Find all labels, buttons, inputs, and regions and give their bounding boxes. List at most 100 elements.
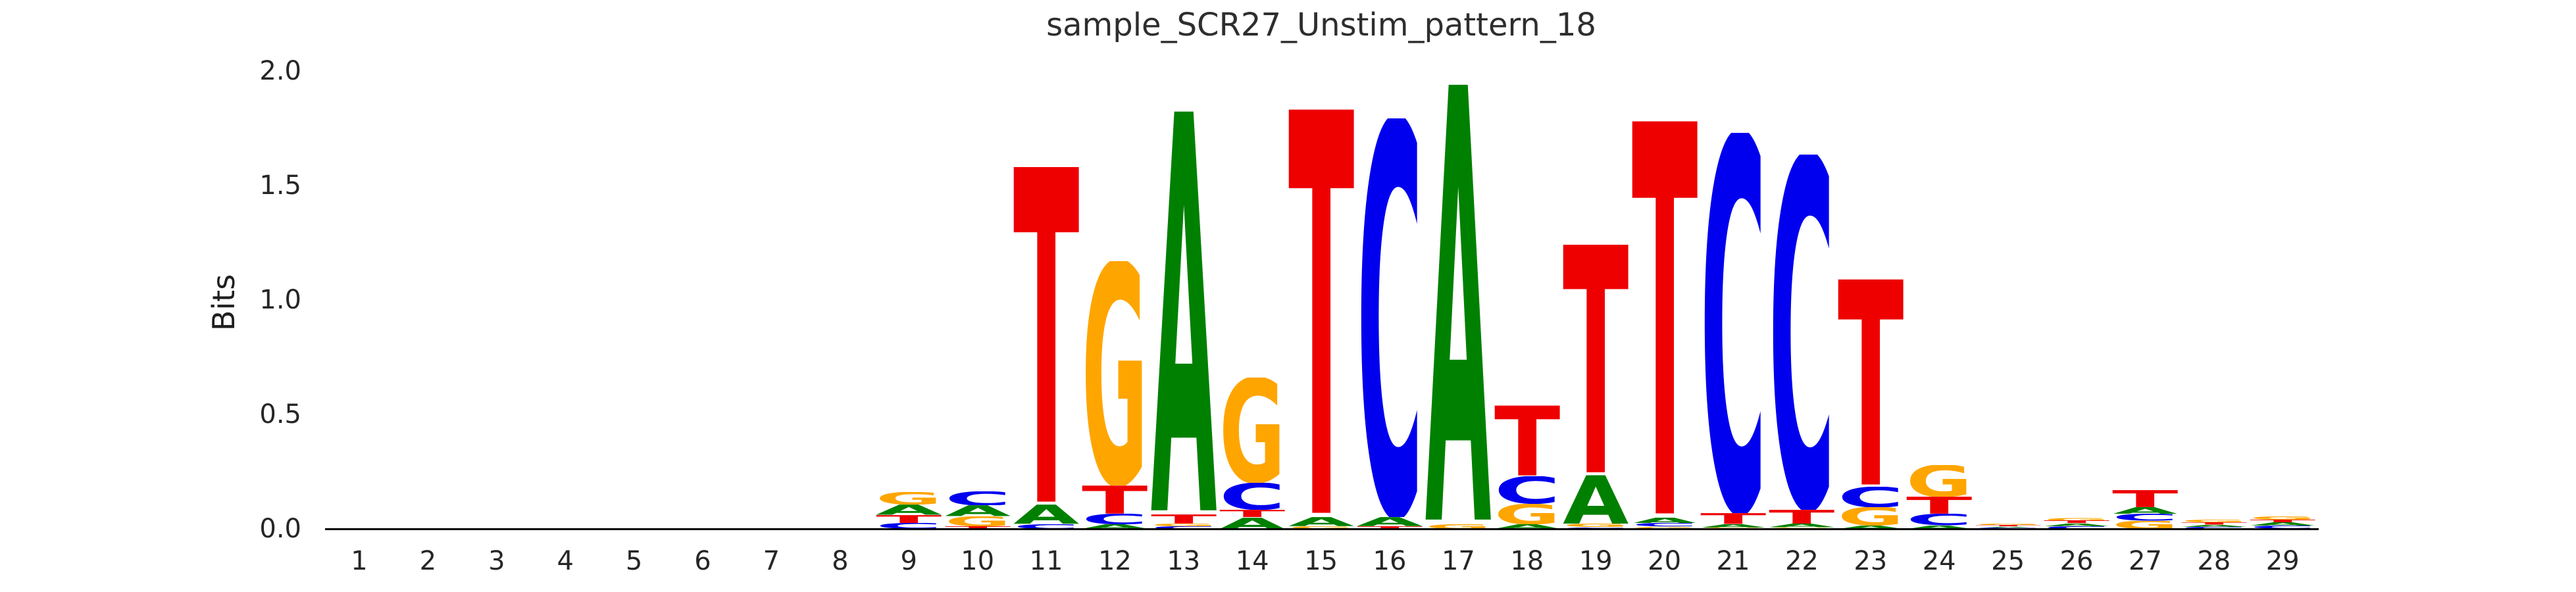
logo-letter-T: T (1151, 514, 1217, 524)
logo-letter-A: A (1906, 526, 1972, 529)
logo-letter-T: T (1838, 278, 1904, 487)
logo-letter-C: C (1769, 155, 1834, 509)
logo-letter-A: A (1769, 524, 1834, 528)
svg-text:T: T (1632, 119, 1698, 518)
x-tick-label: 27 (2128, 546, 2162, 576)
x-tick-label: 3 (488, 546, 505, 576)
logo-letter-G: G (1219, 378, 1285, 483)
logo-letter-C: C (1494, 476, 1560, 504)
svg-text:T: T (1219, 510, 1285, 517)
svg-text:A: A (876, 505, 942, 515)
x-tick-label: 21 (1716, 546, 1750, 576)
svg-text:G: G (1769, 528, 1834, 529)
svg-text:T: T (1013, 165, 1079, 505)
logo-letter-G: G (1838, 507, 1904, 526)
logo-letter-A: A (1013, 505, 1079, 524)
svg-text:G: G (1975, 524, 2041, 525)
svg-text:C: C (1082, 514, 1148, 524)
svg-text:G: G (1906, 465, 1972, 497)
x-tick-label: 11 (1029, 546, 1063, 576)
logo-letter-A: A (1219, 518, 1285, 529)
x-tick-label: 28 (2197, 546, 2231, 576)
svg-text:A: A (1357, 517, 1423, 526)
logo-letter-A: A (2112, 507, 2178, 514)
logo-letter-C: C (876, 523, 942, 529)
svg-text:C: C (1632, 523, 1698, 526)
svg-text:T: T (1906, 497, 1972, 514)
x-tick-label: 6 (694, 546, 711, 576)
y-tick-label: 1.5 (259, 170, 301, 201)
svg-text:A: A (1632, 518, 1698, 524)
logo-letter-G: G (1700, 528, 1766, 529)
y-tick-label: 0.0 (259, 514, 301, 544)
x-tick-label: 15 (1304, 546, 1338, 576)
logo-letter-G: G (876, 492, 942, 505)
svg-text:A: A (1082, 524, 1148, 529)
logo-letter-C: C (1700, 133, 1766, 513)
x-tick-label: 7 (763, 546, 780, 576)
svg-text:A: A (1288, 517, 1354, 526)
logo-letter-A: A (1975, 527, 2041, 528)
logo-letter-G: G (1082, 261, 1148, 485)
logo-letter-C: C (1013, 524, 1079, 529)
logo-letter-T: T (1013, 165, 1079, 505)
svg-text:C: C (945, 491, 1011, 506)
svg-text:T: T (1288, 107, 1354, 517)
svg-text:C: C (1700, 133, 1766, 513)
svg-text:C: C (1906, 514, 1972, 525)
svg-text:G: G (1700, 528, 1766, 529)
logo-letter-T: T (876, 515, 942, 523)
svg-text:C: C (1219, 483, 1285, 510)
svg-text:A: A (1425, 82, 1491, 524)
logo-letter-C: C (2044, 526, 2109, 529)
logo-letter-C: C (945, 491, 1011, 506)
svg-text:G: G (2112, 521, 2178, 529)
logo-letter-A: A (1700, 524, 1766, 528)
x-tick-label: 26 (2059, 546, 2094, 576)
svg-text:G: G (1425, 524, 1491, 529)
logo-letter-T: T (1632, 119, 1698, 518)
logo-letter-A: A (1838, 526, 1904, 529)
svg-text:A: A (1563, 475, 1629, 524)
svg-text:T: T (1082, 485, 1148, 514)
svg-text:A: A (1494, 524, 1560, 529)
y-tick-label: 2.0 (259, 56, 301, 86)
logo-letter-T: T (1700, 513, 1766, 524)
logo-letter-A: A (1632, 518, 1698, 524)
logo-letter-T: T (1494, 405, 1560, 476)
logo-letter-C: C (1357, 118, 1423, 517)
x-tick-label: 20 (1648, 546, 1682, 576)
svg-text:C: C (876, 523, 942, 529)
svg-text:T: T (876, 515, 942, 523)
x-tick-label: 9 (900, 546, 917, 576)
y-tick-label: 1.0 (259, 285, 301, 315)
logo-letter-A: A (1425, 82, 1491, 524)
logo-letter-G: G (1563, 524, 1629, 527)
logo-letter-G: G (2181, 520, 2247, 522)
svg-text:A: A (2112, 507, 2178, 514)
logo-letter-A: A (876, 505, 942, 515)
svg-text:G: G (1288, 526, 1354, 529)
svg-text:A: A (1975, 527, 2041, 528)
logo-letter-A: A (945, 505, 1011, 516)
svg-text:A: A (1013, 505, 1079, 524)
svg-text:T: T (1838, 278, 1904, 487)
logo-letter-A: A (1563, 475, 1629, 524)
svg-text:G: G (1082, 261, 1148, 485)
x-axis-baseline (325, 528, 2319, 530)
logo-letter-A: A (1288, 517, 1354, 526)
logo-letter-C: C (2112, 514, 2178, 520)
logo-letter-A: A (1082, 524, 1148, 529)
svg-text:T: T (1700, 513, 1766, 524)
x-tick-label: 10 (961, 546, 995, 576)
svg-text:T: T (1357, 526, 1423, 529)
logo-letter-C: C (1632, 523, 1698, 526)
svg-text:T: T (2044, 520, 2109, 523)
logo-letter-G: G (1906, 465, 1972, 497)
chart-title: sample_SCR27_Unstim_pattern_18 (1046, 7, 1596, 43)
logo-letter-C: C (2181, 527, 2247, 529)
svg-text:T: T (1975, 525, 2041, 526)
svg-text:A: A (2181, 525, 2247, 527)
svg-text:C: C (2181, 527, 2247, 529)
